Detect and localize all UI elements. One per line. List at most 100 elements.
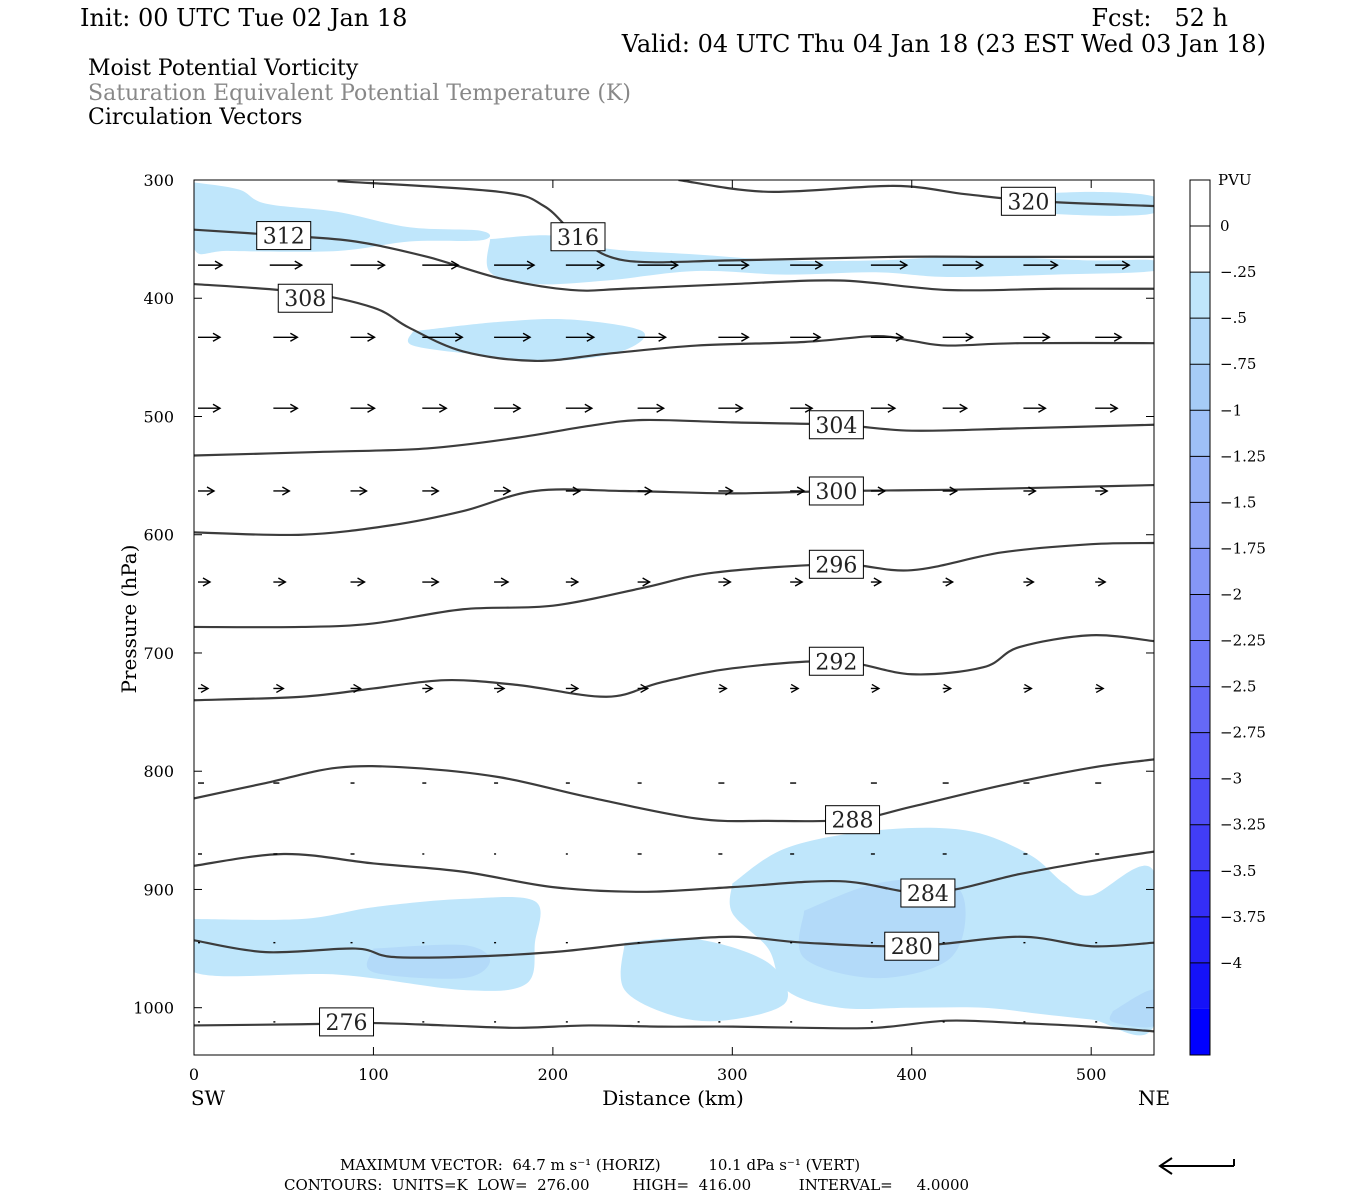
vector-head (873, 577, 883, 587)
pv-region-5 (620, 938, 789, 1022)
contour-304 (194, 418, 1154, 457)
contour-label-box (808, 410, 864, 440)
plot-frame (193, 179, 1155, 1056)
y-tick-label: 600 (143, 526, 174, 545)
vector-head (644, 486, 654, 496)
circulation-vector (1023, 403, 1047, 413)
contour-label-text: 276 (326, 1011, 368, 1036)
circulation-vector (942, 403, 969, 413)
vector-head (670, 260, 680, 270)
circulation-vector (1095, 332, 1123, 342)
contour-label-308: 308 (277, 283, 333, 313)
vector-head (290, 332, 299, 342)
vector-head (877, 486, 887, 496)
contour-label-280: 280 (884, 931, 940, 961)
vector-head (377, 260, 386, 270)
vector-head (899, 260, 909, 270)
vector-head (586, 332, 596, 342)
vector-head (719, 683, 728, 694)
circulation-vector (565, 403, 594, 413)
vector-head (512, 403, 522, 413)
circulation-vector (790, 486, 806, 496)
circulation-vector (718, 577, 732, 587)
y-tick-label: 900 (143, 880, 174, 899)
colorbar-tick-label: −2.5 (1220, 678, 1256, 696)
max-vector-arrow (1158, 1157, 1235, 1175)
contour-label-text: 288 (832, 809, 874, 834)
contour-label-304: 304 (808, 410, 864, 440)
circulation-vector (870, 260, 909, 270)
circulation-vector (870, 403, 897, 413)
colorbar-tick-label: −3.25 (1220, 816, 1266, 834)
circulation-vector (942, 332, 975, 342)
x-tick-label: 200 (538, 1065, 569, 1084)
vector-head (796, 486, 806, 496)
pv-region-0 (194, 182, 491, 255)
vector-head (1038, 403, 1047, 413)
colorbar-title: PVU (1218, 171, 1252, 189)
colorbar-segment (1190, 548, 1210, 595)
circulation-vector (422, 332, 464, 342)
colorbar-tick-label: −2.75 (1220, 724, 1266, 742)
contour-280 (194, 935, 1154, 959)
vector-head (1109, 403, 1119, 413)
contour-label-276: 276 (319, 1007, 375, 1037)
contour-label-312: 312 (256, 221, 312, 251)
x-tick-label: 300 (717, 1065, 748, 1084)
colorbar-tick-label: −.25 (1220, 263, 1256, 281)
vector-head (640, 683, 650, 694)
vector-head (656, 403, 666, 413)
circulation-vector (718, 260, 750, 270)
vector-head (294, 260, 304, 270)
vector-head (741, 260, 750, 270)
colorbar-tick-label: −2 (1220, 585, 1242, 603)
vector-head (975, 260, 985, 270)
vector-head (959, 403, 969, 413)
circulation-vector (1023, 486, 1037, 496)
init-time: Init: 00 UTC Tue 02 Jan 18 (80, 4, 408, 32)
circulation-vector (942, 577, 955, 587)
contour-label-320: 320 (1000, 186, 1056, 216)
vector-head (735, 403, 744, 413)
vector-head (290, 403, 299, 413)
contour-label-box (900, 878, 956, 908)
circulation-vector (494, 486, 512, 496)
circulation-vector (942, 260, 985, 270)
circulation-vector (637, 332, 668, 342)
circulation-vector (198, 332, 222, 342)
y-tick-label: 1000 (133, 999, 174, 1018)
vector-head (965, 332, 975, 342)
x-axis-label: Distance (km) (602, 1086, 744, 1110)
colorbar-tick-label: 0 (1220, 217, 1230, 235)
circulation-vector (422, 403, 448, 413)
vector-head (522, 332, 532, 342)
x-tick-label: 100 (358, 1065, 389, 1084)
circulation-vector (494, 577, 510, 587)
circulation-vector (565, 683, 580, 694)
circulation-vector (790, 332, 822, 342)
y-tick-label: 300 (143, 171, 174, 190)
vector-head (570, 683, 580, 694)
contour-label-text: 304 (815, 414, 857, 439)
max-vector-head (1158, 1157, 1173, 1175)
circulation-vector (942, 683, 953, 694)
contour-label-296: 296 (808, 549, 864, 579)
vector-head (206, 486, 216, 496)
circulation-vector (790, 577, 804, 587)
field-title-vectors: Circulation Vectors (88, 105, 303, 130)
vector-head (526, 260, 536, 270)
pv-region-4 (194, 896, 541, 991)
vector-head (496, 683, 506, 694)
colorbar-segment (1190, 732, 1210, 779)
colorbar-tick-label: −2.25 (1220, 632, 1266, 650)
vector-head (1050, 260, 1059, 270)
circulation-vector (565, 486, 582, 496)
vector-head (212, 403, 222, 413)
circulation-vector (718, 403, 744, 413)
contour-info: CONTOURS: UNITS=K LOW= 276.00 HIGH= 416.… (284, 1176, 970, 1194)
vector-head (424, 683, 434, 694)
contour-label-text: 308 (284, 287, 326, 312)
vector-head (570, 577, 580, 587)
x-end-label-left: SW (191, 1086, 226, 1110)
